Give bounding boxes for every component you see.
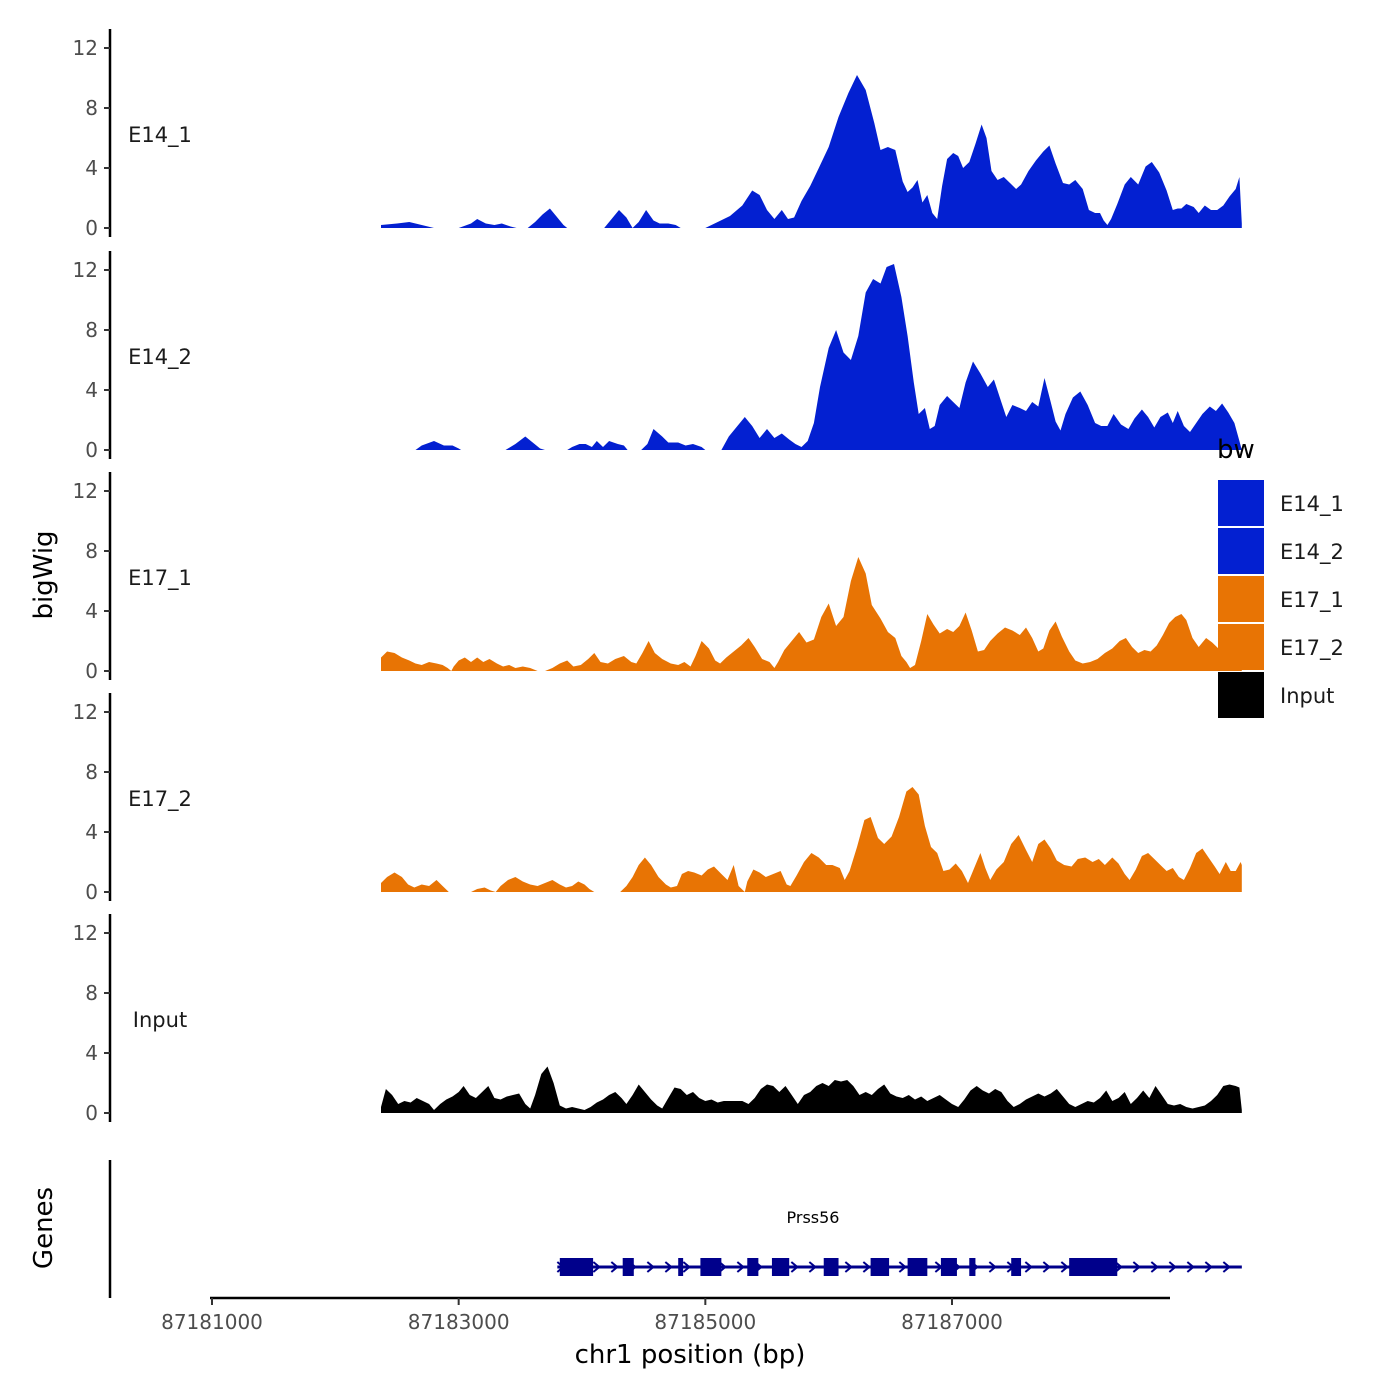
y-axis-title: bigWig <box>29 530 59 619</box>
legend-label-E14_2: E14_2 <box>1280 540 1344 565</box>
track-label-E17_2: E17_2 <box>128 787 192 812</box>
x-tick-label-87181000: 87181000 <box>161 1310 263 1334</box>
strand-arrow <box>610 1261 619 1273</box>
legend-swatch-E14_1 <box>1218 480 1264 526</box>
track-E14_1: 0 4 8 12 E14_1 <box>73 29 1242 240</box>
exon-2 <box>622 1258 634 1276</box>
y-tick-label-Input-4: 4 <box>85 1041 98 1065</box>
legend-swatch-Input <box>1218 672 1264 718</box>
strand-arrow <box>1186 1261 1195 1273</box>
exon-13 <box>1069 1258 1118 1276</box>
strand-arrow <box>1042 1261 1051 1273</box>
strand-arrow <box>1222 1261 1231 1273</box>
legend-item-E17_1: E17_1 <box>1218 576 1344 622</box>
y-tick-label-Input-8: 8 <box>85 981 98 1005</box>
x-tick-label-87183000: 87183000 <box>408 1310 510 1334</box>
legend-title: bw <box>1217 435 1255 465</box>
area-E17_2 <box>381 787 1242 892</box>
gene-track-title: Genes <box>29 1187 59 1269</box>
exon-6 <box>771 1258 790 1276</box>
strand-arrow <box>790 1261 799 1273</box>
track-label-E14_2: E14_2 <box>128 345 192 370</box>
legend-swatch-E14_2 <box>1218 528 1264 574</box>
legend-label-E17_2: E17_2 <box>1280 636 1344 661</box>
y-tick-label-E14_1-4: 4 <box>85 156 98 180</box>
track-E17_2: 0 4 8 12 E17_2 <box>73 693 1242 904</box>
y-tick-label-E17_2-4: 4 <box>85 820 98 844</box>
strand-arrow <box>1168 1261 1177 1273</box>
legend-label-Input: Input <box>1280 684 1334 708</box>
legend-item-E14_2: E14_2 <box>1218 528 1344 574</box>
track-label-Input: Input <box>133 1008 187 1032</box>
y-tick-label-Input-0: 0 <box>85 1101 98 1125</box>
strand-arrow <box>682 1261 691 1273</box>
exon-10 <box>940 1258 957 1276</box>
legend: E14_1 E14_2 E17_1 E17_2 Input <box>1218 480 1344 718</box>
strand-arrow <box>664 1261 673 1273</box>
strand-arrow <box>1024 1261 1033 1273</box>
gene-name-label: Prss56 <box>787 1208 840 1227</box>
strand-arrow <box>1150 1261 1159 1273</box>
exon-7 <box>823 1258 839 1276</box>
x-axis-title: chr1 position (bp) <box>575 1340 806 1370</box>
y-tick-label-E14_1-8: 8 <box>85 96 98 120</box>
exon-9 <box>907 1258 928 1276</box>
legend-label-E17_1: E17_1 <box>1280 588 1344 613</box>
area-E14_2 <box>415 264 1242 450</box>
track-label-E14_1: E14_1 <box>128 123 192 148</box>
strand-arrow <box>1132 1261 1141 1273</box>
y-tick-label-E14_2-4: 4 <box>85 378 98 402</box>
y-tick-label-E17_1-8: 8 <box>85 539 98 563</box>
y-tick-label-E17_1-12: 12 <box>73 479 98 503</box>
y-tick-label-E17_2-12: 12 <box>73 700 98 724</box>
y-tick-label-E14_2-8: 8 <box>85 318 98 342</box>
y-tick-label-E14_2-0: 0 <box>85 438 98 462</box>
y-tick-label-E17_2-8: 8 <box>85 760 98 784</box>
strand-arrow <box>646 1261 655 1273</box>
strand-arrow <box>844 1261 853 1273</box>
strand-arrow <box>808 1261 817 1273</box>
track-E14_2: 0 4 8 12 E14_2 <box>73 251 1242 462</box>
x-tick-label-87185000: 87185000 <box>654 1310 756 1334</box>
area-E14_1 <box>381 75 1242 228</box>
gene-track: Prss56 <box>108 1160 1242 1298</box>
y-tick-label-E14_1-0: 0 <box>85 216 98 240</box>
legend-label-E14_1: E14_1 <box>1280 492 1344 517</box>
y-tick-label-E17_1-4: 4 <box>85 599 98 623</box>
area-E17_1 <box>381 557 1242 671</box>
x-axis: 87181000 87183000 87185000 87187000 <box>161 1296 1170 1334</box>
legend-item-E14_1: E14_1 <box>1218 480 1344 526</box>
tracks-layer: 0 4 8 12 E14_1 0 4 8 12 E14_2 0 4 8 12 E17_1 0 4 8 12 E17_2… <box>73 29 1242 1125</box>
strand-arrow <box>736 1261 745 1273</box>
legend-swatch-E17_1 <box>1218 576 1264 622</box>
strand-arrow <box>1114 1261 1123 1273</box>
legend-swatch-E17_2 <box>1218 624 1264 670</box>
x-tick-label-87187000: 87187000 <box>901 1310 1003 1334</box>
exon-3 <box>678 1258 684 1276</box>
exon-1 <box>559 1258 594 1276</box>
strand-arrow <box>1204 1261 1213 1273</box>
y-tick-label-E17_2-0: 0 <box>85 880 98 904</box>
area-Input <box>381 1066 1242 1113</box>
y-tick-label-E17_1-0: 0 <box>85 659 98 683</box>
strand-arrow <box>592 1261 601 1273</box>
exon-4 <box>700 1258 722 1276</box>
exon-5 <box>747 1258 759 1276</box>
track-E17_1: 0 4 8 12 E17_1 <box>73 472 1242 683</box>
exon-11 <box>969 1258 976 1276</box>
strand-arrow <box>898 1261 907 1273</box>
strand-arrow <box>1060 1261 1069 1273</box>
track-Input: 0 4 8 12 Input <box>73 914 1242 1125</box>
exon-8 <box>870 1258 890 1276</box>
y-tick-label-E14_1-12: 12 <box>73 36 98 60</box>
legend-item-Input: Input <box>1218 672 1334 718</box>
y-tick-label-E14_2-12: 12 <box>73 258 98 282</box>
y-tick-label-Input-12: 12 <box>73 921 98 945</box>
strand-arrow <box>988 1261 997 1273</box>
legend-item-E17_2: E17_2 <box>1218 624 1344 670</box>
exon-12 <box>1011 1258 1022 1276</box>
strand-arrow <box>862 1261 871 1273</box>
track-label-E17_1: E17_1 <box>128 566 192 591</box>
